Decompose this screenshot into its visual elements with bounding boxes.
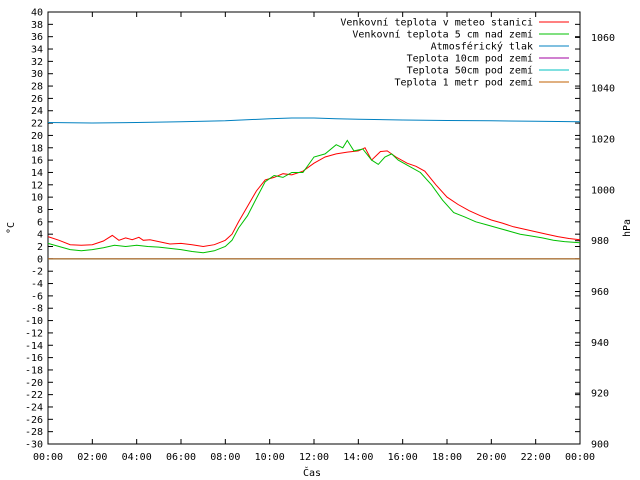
y-left-tick-label: 18 [31,143,43,154]
y-right-tick-label: 920 [591,389,609,400]
y-left-tick-label: 26 [31,94,43,105]
right-axis: 900 920 940 960 980 1000 1020 1040 1060 [575,33,615,451]
x-axis-label: Čas [303,466,321,479]
y-axis-left-label: °C [6,222,17,234]
y-right-tick-label: 1040 [591,84,615,95]
x-tick-label: 00:00 [33,452,63,463]
y-left-tick-label: -10 [25,316,43,327]
x-tick-label: 18:00 [432,452,462,463]
y-left-tick-label: -16 [25,353,43,364]
y-axis-right-label: hPa [622,219,633,237]
y-left-tick-label: 20 [31,131,43,142]
x-tick-label: 06:00 [166,452,196,463]
series-line-1 [47,139,581,254]
y-left-tick-label: 14 [31,168,43,179]
y-left-tick-label: -22 [25,390,43,401]
y-right-tick-label: 960 [591,287,609,298]
y-left-tick-label: -8 [31,304,43,315]
x-tick-label: 04:00 [122,452,152,463]
y-left-tick-label: 16 [31,156,43,167]
y-left-tick-label: 32 [31,57,43,68]
y-left-tick-label: -24 [25,402,43,413]
legend-label: Venkovní teplota 5 cm nad zemí [352,29,533,41]
y-right-tick-label: 900 [591,440,609,451]
y-left-tick-label: 10 [31,193,43,204]
legend: Venkovní teplota v meteo staniciVenkovní… [340,17,569,89]
y-left-tick-label: -6 [31,291,43,302]
series-line-0 [47,147,581,248]
y-left-tick-label: -20 [25,378,43,389]
x-tick-label: 08:00 [210,452,240,463]
legend-label: Teplota 50cm pod zemí [407,65,533,77]
legend-label: Atmosférický tlak [431,41,533,53]
y-right-tick-label: 980 [591,236,609,247]
y-right-tick-label: 1020 [591,135,615,146]
x-axis: 00:00 02:00 04:00 06:00 08:00 10:00 12:00 14:00… [33,12,595,463]
y-left-tick-label: 28 [31,82,43,93]
y-left-tick-label: 30 [31,69,43,80]
y-left-tick-label: 40 [31,8,43,19]
y-left-tick-label: -14 [25,341,43,352]
y-left-tick-label: 36 [31,32,43,43]
y-left-tick-label: 34 [31,45,43,56]
x-tick-label: 10:00 [255,452,285,463]
y-left-tick-label: 12 [31,180,43,191]
x-tick-label: 02:00 [77,452,107,463]
y-left-tick-label: -12 [25,328,43,339]
y-left-tick-label: -26 [25,415,43,426]
x-tick-label: 16:00 [388,452,418,463]
y-left-tick-label: 8 [37,205,43,216]
legend-label: Teplota 10cm pod zemí [407,53,533,65]
y-right-tick-label: 940 [591,338,609,349]
y-left-tick-label: 4 [37,230,43,241]
y-left-tick-label: -2 [31,267,43,278]
x-tick-label: 12:00 [299,452,329,463]
x-tick-label: 14:00 [343,452,373,463]
y-left-tick-label: 22 [31,119,43,130]
legend-label: Venkovní teplota v meteo stanici [340,17,533,29]
x-tick-label: 22:00 [521,452,551,463]
y-left-tick-label: -30 [25,440,43,451]
y-right-tick-label: 1060 [591,33,615,44]
left-axis: -30-28-26-24-22-20-18-16-14-12-10-8-6-4-… [25,8,580,451]
y-right-tick-label: 1000 [591,185,615,196]
y-left-tick-label: 0 [37,254,43,265]
y-left-tick-label: 6 [37,217,43,228]
y-left-tick-label: -28 [25,427,43,438]
y-left-tick-label: 2 [37,242,43,253]
legend-label: Teplota 1 metr pod zemí [395,77,533,89]
series-line-2 [47,117,581,124]
x-tick-label: 00:00 [565,452,595,463]
y-left-tick-label: -18 [25,365,43,376]
y-left-tick-label: 38 [31,20,43,31]
y-left-tick-label: -4 [31,279,43,290]
y-left-tick-label: 24 [31,106,43,117]
series-lines [47,117,581,260]
x-tick-label: 20:00 [476,452,506,463]
